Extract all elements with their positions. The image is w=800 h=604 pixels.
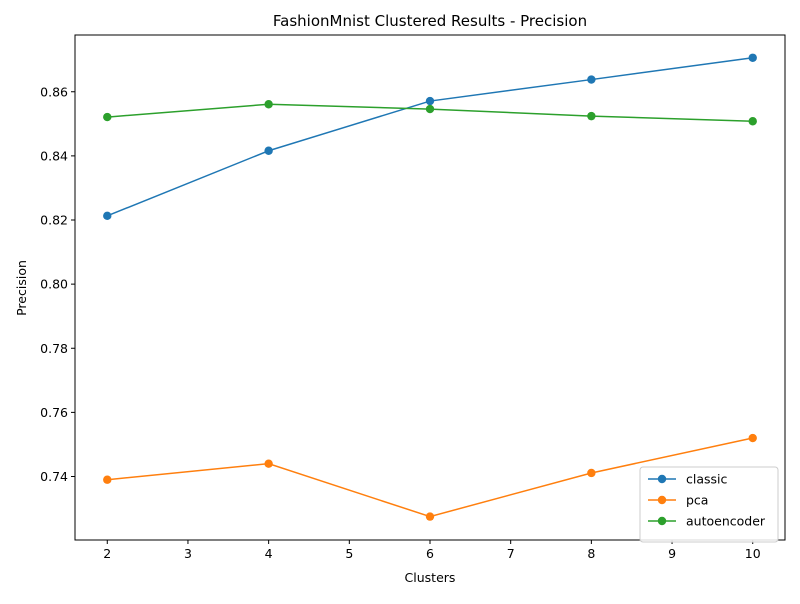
legend: classic pca autoencoder <box>639 466 779 543</box>
x-tick-label: 7 <box>507 546 515 561</box>
x-tick-label: 6 <box>426 546 434 561</box>
data-point-classic <box>425 96 435 106</box>
y-tick-label: 0.76 <box>40 405 68 420</box>
series-autoencoder <box>103 100 757 126</box>
data-point-autoencoder <box>103 112 112 122</box>
legend-label: classic <box>686 472 728 487</box>
data-point-classic <box>103 211 112 221</box>
x-tick-label: 10 <box>745 546 761 561</box>
data-point-autoencoder <box>748 117 757 126</box>
data-point-classic <box>587 75 596 84</box>
legend-marker <box>657 516 667 526</box>
x-tick-label: 5 <box>345 546 353 561</box>
y-axis-label: Precision <box>14 260 29 316</box>
x-tick-label: 2 <box>103 546 111 561</box>
legend-box <box>639 466 779 543</box>
data-point-autoencoder <box>264 100 273 109</box>
data-point-pca <box>425 512 435 521</box>
plot-border <box>74 34 786 541</box>
data-point-classic <box>748 53 757 62</box>
legend-item-pca: pca <box>648 493 708 508</box>
data-point-pca <box>587 468 596 478</box>
chart-title: FashionMnist Clustered Results - Precisi… <box>273 12 587 30</box>
x-axis: 2 3 4 5 6 7 8 9 10 <box>103 540 761 561</box>
legend-marker <box>657 474 667 484</box>
y-tick-label: 0.80 <box>40 277 68 292</box>
legend-label: pca <box>686 493 708 508</box>
x-tick-label: 8 <box>587 546 595 561</box>
x-tick-label: 4 <box>265 546 273 561</box>
y-axis: 0.74 0.76 0.78 0.80 0.82 0.84 0.86 <box>40 84 75 484</box>
y-tick-label: 0.86 <box>40 84 68 99</box>
data-point-classic <box>264 146 273 155</box>
data-point-autoencoder <box>587 111 596 121</box>
series-layer <box>103 53 757 521</box>
data-point-pca <box>264 459 273 468</box>
y-tick-label: 0.82 <box>40 213 68 228</box>
series-classic <box>103 53 757 221</box>
y-tick-label: 0.74 <box>40 469 68 484</box>
legend-item-classic: classic <box>648 472 728 487</box>
series-pca <box>103 433 757 521</box>
data-point-autoencoder <box>425 104 435 114</box>
x-tick-label: 9 <box>668 546 676 561</box>
legend-marker <box>657 495 667 505</box>
x-axis-label: Clusters <box>405 570 456 585</box>
y-tick-label: 0.84 <box>40 148 68 163</box>
legend-item-autoencoder: autoencoder <box>648 514 766 529</box>
data-point-pca <box>103 475 112 484</box>
y-tick-label: 0.78 <box>40 341 68 356</box>
data-point-pca <box>748 433 757 443</box>
legend-label: autoencoder <box>686 514 766 529</box>
x-tick-label: 3 <box>184 546 192 561</box>
